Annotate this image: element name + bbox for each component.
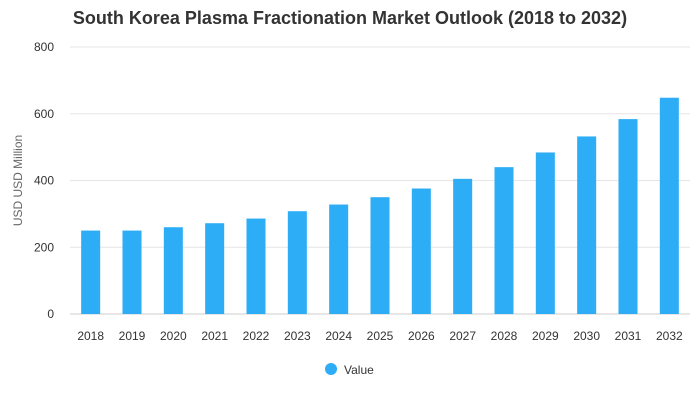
- y-axis-ticks: 0 200 400 600 800: [34, 40, 54, 321]
- bar-2021[interactable]: [205, 223, 225, 314]
- y-axis-title: USD USD Million: [11, 135, 25, 226]
- bar-2029[interactable]: [535, 152, 555, 314]
- bar-2018[interactable]: [81, 230, 101, 314]
- x-tick-label: 2032: [656, 329, 683, 343]
- y-tick-label: 200: [34, 240, 54, 254]
- y-tick-label: 800: [34, 40, 54, 54]
- y-tick-label: 0: [47, 307, 54, 321]
- x-tick-label: 2029: [532, 329, 559, 343]
- bar-2031[interactable]: [618, 119, 638, 314]
- bar-2032[interactable]: [659, 97, 679, 314]
- bar-2023[interactable]: [287, 211, 307, 314]
- x-tick-label: 2025: [367, 329, 394, 343]
- bar-2030[interactable]: [577, 136, 597, 314]
- bar-2026[interactable]: [411, 188, 431, 314]
- x-tick-label: 2023: [284, 329, 311, 343]
- x-tick-label: 2024: [325, 329, 352, 343]
- x-tick-label: 2028: [491, 329, 518, 343]
- x-axis-ticks: 2018 2019 2020 2021 2022 2023 2024 2025 2026 2027…: [77, 329, 683, 343]
- x-tick-label: 2019: [119, 329, 146, 343]
- x-tick-label: 2027: [449, 329, 476, 343]
- x-tick-label: 2021: [201, 329, 228, 343]
- bar-2028[interactable]: [494, 167, 514, 314]
- y-tick-label: 600: [34, 107, 54, 121]
- x-tick-label: 2026: [408, 329, 435, 343]
- bar-2027[interactable]: [453, 178, 473, 314]
- x-tick-label: 2022: [243, 329, 270, 343]
- chart-title: South Korea Plasma Fractionation Market …: [72, 8, 628, 28]
- bars: [81, 97, 679, 314]
- bar-2024[interactable]: [329, 204, 349, 314]
- x-tick-label: 2020: [160, 329, 187, 343]
- x-tick-label: 2030: [573, 329, 600, 343]
- bar-2019[interactable]: [122, 230, 142, 314]
- bar-2020[interactable]: [163, 227, 183, 314]
- legend-marker-value: [325, 363, 337, 375]
- bar-2025[interactable]: [370, 197, 390, 314]
- y-tick-label: 400: [34, 174, 54, 188]
- x-tick-label: 2031: [615, 329, 642, 343]
- legend-label-value: Value: [344, 363, 374, 377]
- bar-2022[interactable]: [246, 218, 266, 314]
- x-tick-label: 2018: [77, 329, 104, 343]
- legend[interactable]: Value: [325, 363, 374, 377]
